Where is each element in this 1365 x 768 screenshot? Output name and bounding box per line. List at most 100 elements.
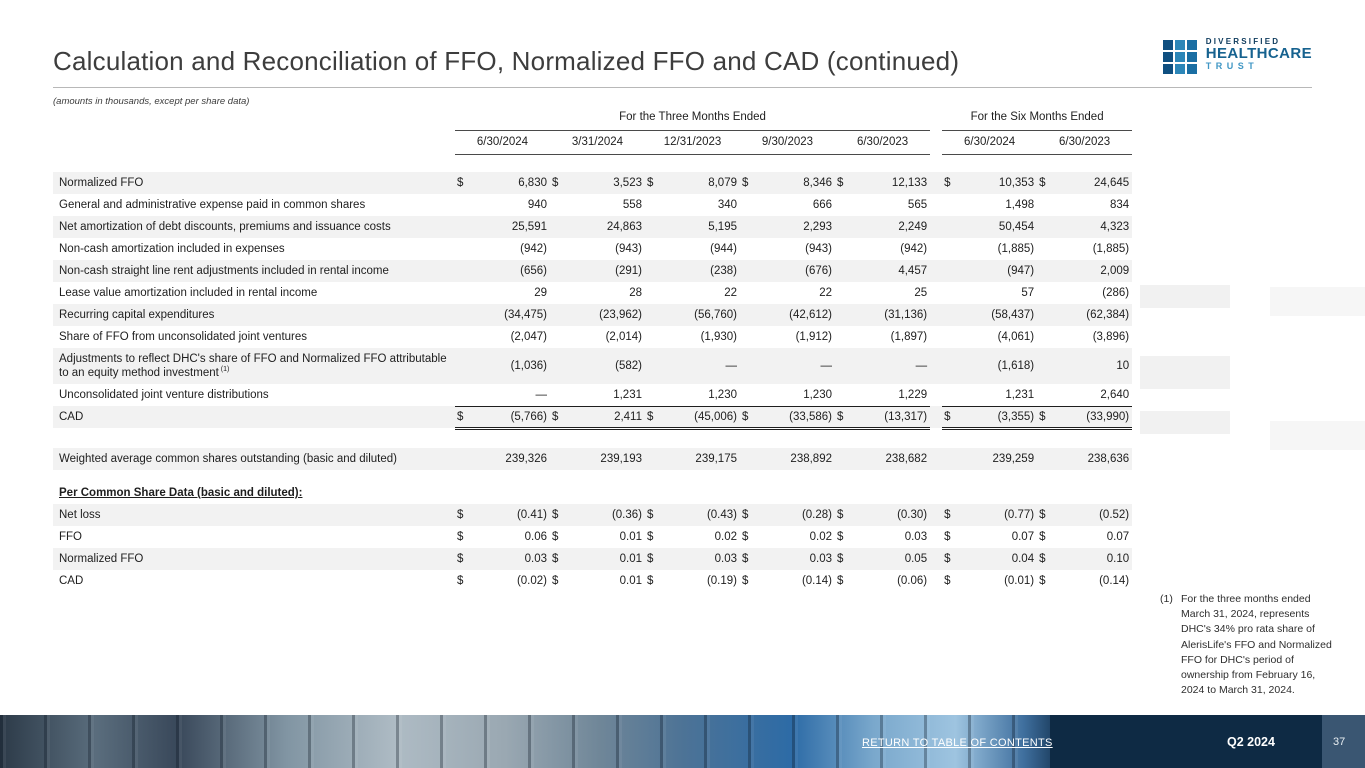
column-header: 3/31/2024 <box>550 130 645 155</box>
cell-value: (0.01) <box>1004 575 1035 587</box>
dollar-sign: $ <box>835 172 848 194</box>
dollar-sign <box>835 384 848 407</box>
dollar-sign <box>942 326 955 348</box>
dollar-sign <box>740 348 753 384</box>
cell-value: (0.43) <box>658 504 740 526</box>
dollar-sign <box>550 348 563 384</box>
dollar-sign <box>942 304 956 326</box>
dollar-sign <box>942 194 955 216</box>
toc-link[interactable]: RETURN TO TABLE OF CONTENTS <box>862 737 1053 749</box>
dollar-sign: $ <box>740 548 753 570</box>
company-logo: DIVERSIFIED HEALTHCARE TRUST <box>1162 37 1312 74</box>
dollar-sign: $ <box>942 172 956 194</box>
cell-value: (33,586) <box>753 406 835 430</box>
cell-value: (2,047) <box>510 331 547 343</box>
cell-value: 57 <box>1021 287 1035 299</box>
cell-value: (942) <box>900 243 928 255</box>
cell-value: 558 <box>622 199 642 211</box>
cell-value: 8,346 <box>753 172 835 194</box>
table-row: Net loss $ (0.41) $ (0.36) $ (0.43) $ (0.28) $ (0.… <box>53 504 1133 526</box>
cell-value: 0.06 <box>524 531 547 543</box>
table-row: Lease value amortization included in ren… <box>53 282 1132 304</box>
cell-value: (1,618) <box>955 348 1038 384</box>
dollar-sign <box>455 348 468 384</box>
cell-value: (1,912) <box>795 331 832 343</box>
cell-value: 666 <box>812 199 832 211</box>
dollar-sign: $ <box>742 575 749 587</box>
cell-value: (0.02) <box>516 575 547 587</box>
dollar-sign <box>1037 384 1051 407</box>
spacer-row <box>53 470 1132 482</box>
logo-line-trust: TRUST <box>1205 61 1259 72</box>
cell-value: (947) <box>955 260 1038 282</box>
cell-value: 25,591 <box>468 216 550 238</box>
row-label: Per Common Share Data (basic and diluted… <box>59 487 303 499</box>
dollar-sign <box>455 326 468 348</box>
cell-value: 239,326 <box>468 448 550 470</box>
cell-value: 1,230 <box>658 384 740 407</box>
cell-value: 0.03 <box>904 531 928 543</box>
cell-value: 10,353 <box>955 172 1038 194</box>
cell-value: 28 <box>629 287 642 299</box>
dollar-sign <box>740 448 753 470</box>
dollar-sign <box>942 282 955 304</box>
dollar-sign <box>645 348 658 384</box>
cell-value: 24,645 <box>1050 172 1133 194</box>
dollar-sign <box>455 304 468 326</box>
dollar-sign <box>550 384 563 407</box>
row-label: General and administrative expense paid … <box>59 199 366 211</box>
dollar-sign <box>835 304 848 326</box>
row-label: Net amortization of debt discounts, prem… <box>53 216 455 238</box>
row-label: Adjustments to reflect DHC's share of FF… <box>53 348 455 384</box>
table-row: CAD $ (0.02) $0.01 $ (0.19) $ (0.14) $ (0.06) $ (0.… <box>53 570 1132 592</box>
date-header-row: 6/30/2024 3/31/2024 12/31/2023 9/30/2023 6/3… <box>53 130 1133 155</box>
cell-value: 22 <box>724 287 737 299</box>
dollar-sign: $ <box>837 575 844 587</box>
dollar-sign <box>1037 448 1051 470</box>
dollar-sign <box>550 282 563 304</box>
column-header: 9/30/2023 <box>740 130 835 155</box>
column-header: 6/30/2023 <box>835 130 931 155</box>
cell-value: (943) <box>615 243 642 255</box>
cell-value: (2,014) <box>605 331 642 343</box>
dollar-sign <box>455 282 468 304</box>
cell-value: (943) <box>805 243 832 255</box>
dollar-sign: $ <box>455 172 468 194</box>
dollar-sign: $ <box>645 406 658 430</box>
footer-navy-block <box>1050 715 1365 768</box>
cell-value: 239,259 <box>955 448 1038 470</box>
footnote-text: For the three months ended March 31, 202… <box>1181 593 1332 697</box>
cell-value: 565 <box>907 199 928 211</box>
row-label: Non-cash amortization included in expens… <box>59 243 285 255</box>
cell-value: (0.41) <box>468 504 550 526</box>
cell-value: 50,454 <box>955 216 1038 238</box>
cell-value: 4,323 <box>1050 216 1133 238</box>
page-number: 37 <box>1333 736 1346 748</box>
dollar-sign <box>942 216 956 238</box>
dollar-sign <box>645 216 658 238</box>
cell-value: 0.05 <box>848 548 931 570</box>
group-header-three-months: For the Three Months Ended <box>455 108 931 131</box>
cell-value: 0.01 <box>619 531 642 543</box>
cell-value: (0.36) <box>563 504 645 526</box>
row-label: CAD <box>53 406 455 428</box>
dollar-sign <box>455 384 468 407</box>
dollar-sign <box>455 448 468 470</box>
cell-value: (13,317) <box>848 406 931 430</box>
cell-value: (0.19) <box>706 575 737 587</box>
row-label: Non-cash straight line rent adjustments … <box>53 260 455 282</box>
cell-value: 2,640 <box>1050 384 1133 407</box>
dollar-sign <box>550 194 563 216</box>
dollar-sign <box>1037 304 1051 326</box>
cell-value: (62,384) <box>1050 304 1133 326</box>
dollar-sign: $ <box>552 575 559 587</box>
dollar-sign: $ <box>457 575 464 587</box>
dollar-sign <box>835 326 848 348</box>
dollar-sign: $ <box>742 531 749 543</box>
group-header-six-months: For the Six Months Ended <box>942 108 1133 131</box>
cell-value: 834 <box>1109 199 1130 211</box>
dollar-sign: $ <box>944 575 951 587</box>
dollar-sign: $ <box>835 548 848 570</box>
dollar-sign <box>550 448 563 470</box>
cell-value: 8,079 <box>658 172 740 194</box>
